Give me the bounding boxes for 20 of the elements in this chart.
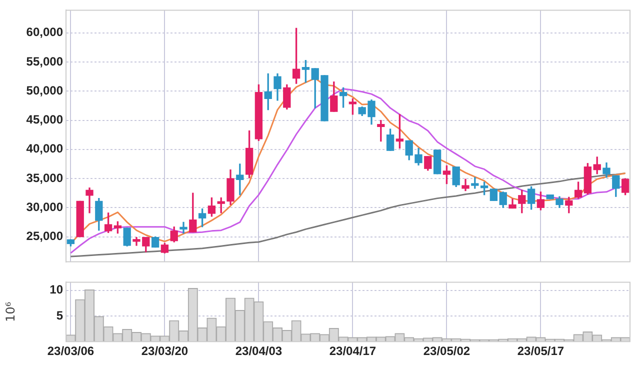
- y-tick-label: 55,000: [26, 54, 64, 68]
- x-tick-label: 23/05/17: [517, 344, 564, 358]
- y-tick-label: 50,000: [26, 83, 64, 98]
- candlestick: [433, 150, 442, 174]
- x-tick-label: 23/04/03: [235, 344, 282, 358]
- x-tick-label: 23/03/06: [47, 344, 94, 358]
- y-tick-label: 60,000: [26, 25, 64, 40]
- x-tick-label: 23/05/02: [423, 344, 470, 358]
- y-tick-label: 10: [50, 282, 64, 297]
- candlestick: [76, 200, 84, 238]
- candlestick: [490, 188, 498, 201]
- y-tick-label: 35,000: [26, 170, 64, 185]
- y-tick-label: 40,000: [26, 142, 64, 156]
- y-tick-label: 45,000: [26, 112, 64, 127]
- y-tick-label: 25,000: [26, 229, 64, 244]
- y-tick-label: 5: [56, 308, 64, 322]
- y-axis-title: 10⁶: [3, 302, 18, 322]
- x-tick-label: 23/04/17: [329, 344, 376, 358]
- y-tick-label: 30,000: [26, 200, 64, 214]
- x-tick-label: 23/03/20: [141, 344, 188, 358]
